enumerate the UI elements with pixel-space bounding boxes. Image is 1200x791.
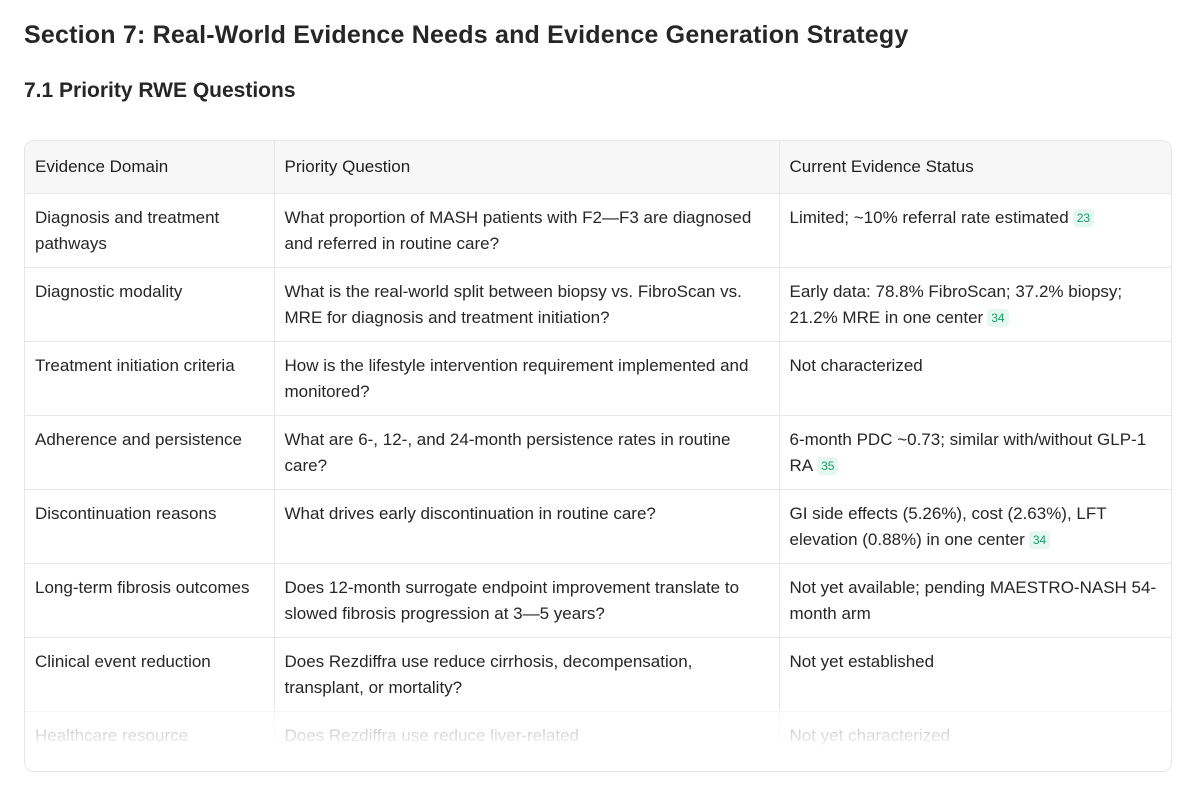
cell-status: Not characterized [779,341,1171,416]
cell-question: Does Rezdiffra use reduce cirrhosis, dec… [274,637,780,712]
cell-question: What proportion of MASH patients with F2… [274,193,780,268]
cell-question: What are 6-, 12-, and 24-month persisten… [274,415,780,490]
table-row: Long-term fibrosis outcomes Does 12-mont… [25,563,1171,638]
citation-badge[interactable]: 35 [817,456,839,475]
cell-status: Limited; ~10% referral rate estimated 23 [779,193,1171,268]
page-title: Section 7: Real-World Evidence Needs and… [24,21,909,49]
citation-badge[interactable]: 34 [987,308,1009,327]
status-text: Not yet established [789,652,935,671]
cell-domain: Adherence and persistence [25,415,275,490]
cell-question: How is the lifestyle intervention requir… [274,341,780,416]
status-text: Not yet characterized [789,726,951,745]
table-row: Clinical event reduction Does Rezdiffra … [25,637,1171,712]
status-text: 6-month PDC ~0.73; similar with/without … [789,430,1147,475]
status-text: Not yet available; pending MAESTRO-NASH … [789,578,1157,623]
cell-domain: Discontinuation reasons [25,489,275,564]
cell-domain: Clinical event reduction [25,637,275,712]
table-row: Diagnostic modality What is the real-wor… [25,267,1171,342]
table-header-row: Evidence Domain Priority Question Curren… [25,141,1171,194]
cell-domain: Healthcare resource [25,711,275,760]
cell-domain: Long-term fibrosis outcomes [25,563,275,638]
section-title: 7.1 Priority RWE Questions [24,79,296,102]
citation-badge[interactable]: 34 [1028,530,1051,549]
cell-domain: Diagnosis and treatment pathways [25,193,275,268]
status-text: Limited; ~10% referral rate estimated [789,208,1069,227]
citation-badge[interactable]: 23 [1072,209,1095,227]
rwe-questions-table: Evidence Domain Priority Question Curren… [24,140,1172,772]
header-priority-question: Priority Question [274,141,780,194]
cell-question: What drives early discontinuation in rou… [274,489,780,564]
cell-status: Not yet available; pending MAESTRO-NASH … [779,563,1171,638]
cell-status: 6-month PDC ~0.73; similar with/without … [779,415,1171,490]
cell-question: Does 12-month surrogate endpoint improve… [274,563,780,638]
status-text: Early data: 78.8% FibroScan; 37.2% biops… [789,282,1123,327]
cell-status: Not yet established [779,637,1171,712]
cell-status: Not yet characterized [779,711,1171,760]
cell-status: GI side effects (5.26%), cost (2.63%), L… [779,489,1171,564]
table-row: Treatment initiation criteria How is the… [25,341,1171,416]
header-evidence-domain: Evidence Domain [25,141,275,194]
table-row: Discontinuation reasons What drives earl… [25,489,1171,564]
cell-question: What is the real-world split between bio… [274,267,780,342]
status-text: Not characterized [789,356,923,375]
cell-question: Does Rezdiffra use reduce liver-related [274,711,780,760]
cell-domain: Diagnostic modality [25,267,275,342]
table-row: Adherence and persistence What are 6-, 1… [25,415,1171,490]
cell-status: Early data: 78.8% FibroScan; 37.2% biops… [779,267,1171,342]
table-row: Diagnosis and treatment pathways What pr… [25,193,1171,268]
table-row: Healthcare resource Does Rezdiffra use r… [25,711,1171,760]
header-current-evidence-status: Current Evidence Status [779,141,1171,194]
status-text: GI side effects (5.26%), cost (2.63%), L… [789,504,1107,549]
cell-domain: Treatment initiation criteria [25,341,275,416]
